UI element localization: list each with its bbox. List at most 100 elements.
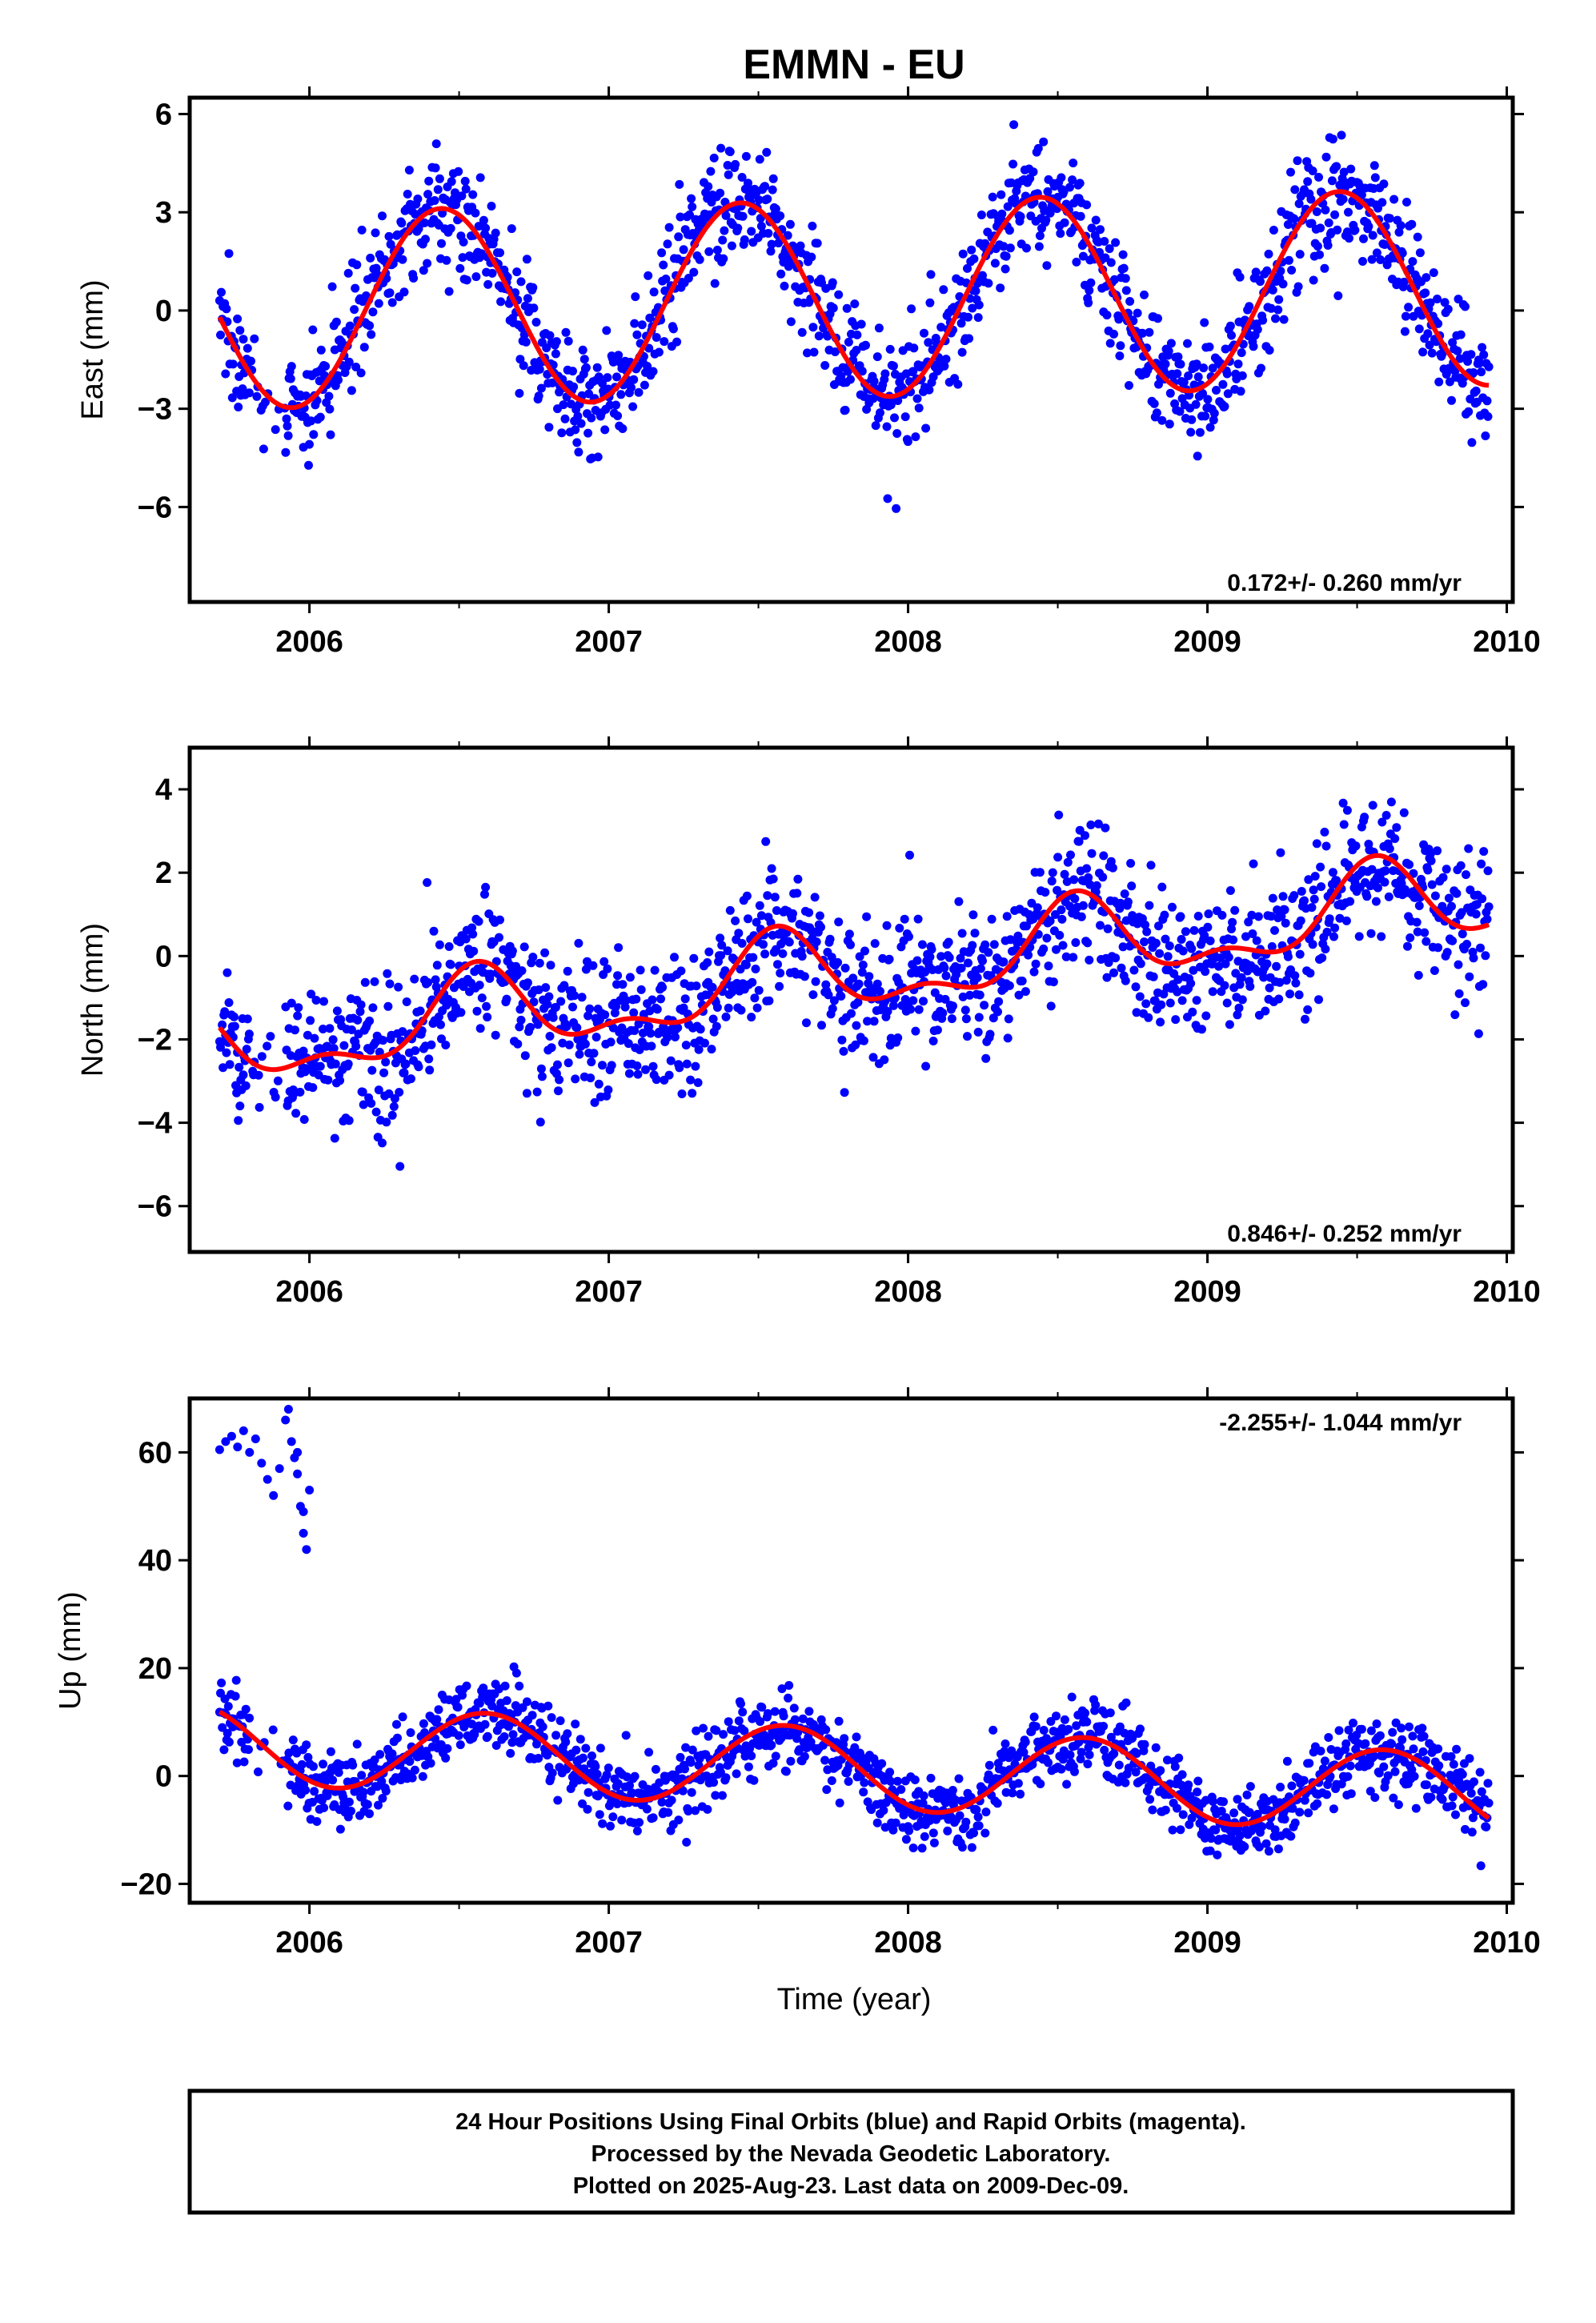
data-point-east [430, 196, 439, 205]
data-point-north [772, 906, 781, 915]
data-point-east [679, 245, 688, 255]
data-point-up [800, 1751, 809, 1761]
data-point-north [1267, 942, 1277, 951]
data-point-east [1198, 389, 1207, 398]
data-point-up [973, 1812, 983, 1822]
data-point-east [764, 229, 773, 238]
data-point-north [477, 993, 487, 1003]
data-point-north [319, 1025, 327, 1033]
data-point-up [651, 1764, 660, 1774]
data-point-east [569, 382, 579, 391]
points-north [215, 797, 1494, 1171]
data-point-north [1173, 987, 1182, 997]
data-point-north [917, 940, 927, 949]
data-point-north [1434, 943, 1443, 953]
data-point-east [471, 272, 481, 282]
data-point-north [607, 1061, 616, 1070]
data-point-up [1276, 1783, 1285, 1791]
data-point-up [604, 1763, 613, 1773]
data-point-up [1064, 1724, 1073, 1734]
data-point-north [444, 942, 454, 951]
data-point-east [968, 303, 977, 313]
data-point-north [1300, 896, 1309, 905]
data-point-east [710, 279, 720, 288]
data-point-up [1366, 1726, 1376, 1735]
data-point-north [1278, 892, 1288, 901]
data-point-east [551, 337, 561, 347]
data-point-north [580, 1039, 590, 1049]
data-point-north [652, 1005, 662, 1014]
outlier-point-up [305, 1486, 315, 1495]
data-point-north [968, 941, 977, 950]
data-point-north [1118, 942, 1128, 952]
data-point-north [1071, 938, 1081, 947]
data-point-up [398, 1712, 407, 1722]
data-point-north [1146, 861, 1156, 870]
data-point-north [1171, 1015, 1181, 1025]
data-point-north [1304, 875, 1313, 885]
data-point-up [1121, 1778, 1130, 1787]
data-point-up [1176, 1825, 1185, 1835]
data-point-north [402, 997, 411, 1006]
data-point-east [345, 321, 355, 331]
outlier-point-up [245, 1447, 255, 1457]
data-point-north [1111, 953, 1121, 963]
data-point-north [975, 990, 984, 1000]
data-point-north [255, 1102, 264, 1112]
y-tick-label-north: −6 [138, 1190, 172, 1224]
data-point-north [1252, 936, 1261, 945]
data-point-east [460, 176, 470, 186]
data-point-north [1201, 967, 1210, 977]
data-point-east [1464, 407, 1474, 416]
data-point-east [357, 225, 367, 235]
data-point-north [1149, 972, 1158, 981]
data-point-up [885, 1767, 895, 1777]
data-point-north [230, 1021, 239, 1031]
data-point-east [1115, 351, 1125, 361]
data-point-north [1448, 936, 1458, 945]
data-point-up [220, 1694, 230, 1703]
data-point-east [882, 422, 892, 431]
data-point-north [410, 974, 419, 984]
data-point-east [1367, 255, 1377, 264]
data-point-north [475, 981, 484, 990]
data-point-east [563, 336, 573, 346]
data-point-east [768, 174, 778, 183]
data-point-north [700, 1038, 709, 1048]
data-point-east [1407, 219, 1417, 229]
data-point-north [1165, 998, 1175, 1008]
data-point-east [1443, 304, 1453, 314]
data-point-up [1193, 1787, 1202, 1797]
data-point-north [957, 929, 967, 938]
data-point-up [917, 1844, 927, 1853]
data-point-north [332, 1006, 342, 1016]
data-point-east [1034, 242, 1044, 251]
data-point-north [734, 929, 744, 938]
y-tick-label-up: 60 [138, 1436, 172, 1470]
data-point-north [1084, 873, 1093, 882]
data-point-north [1386, 797, 1396, 807]
data-point-north [620, 1002, 630, 1012]
data-point-north [802, 1018, 811, 1028]
data-point-east [814, 331, 824, 341]
data-point-east [471, 208, 480, 218]
data-point-east [315, 412, 325, 422]
data-point-east [545, 331, 555, 340]
data-point-east [1114, 315, 1124, 324]
data-point-north [1192, 996, 1201, 1005]
data-point-east [283, 431, 293, 440]
data-point-east [1453, 346, 1462, 355]
data-point-up [455, 1740, 465, 1750]
data-point-east [1191, 399, 1201, 409]
data-point-north [624, 1039, 633, 1049]
data-point-east [724, 170, 733, 179]
data-point-up [1206, 1834, 1216, 1844]
data-point-north [1103, 924, 1113, 933]
data-point-up [1114, 1760, 1124, 1770]
data-point-north [1214, 961, 1224, 971]
data-point-north [614, 943, 624, 953]
data-point-north [679, 1003, 688, 1013]
data-point-north [1096, 921, 1105, 930]
data-point-east [385, 288, 395, 298]
data-point-east [551, 349, 560, 359]
